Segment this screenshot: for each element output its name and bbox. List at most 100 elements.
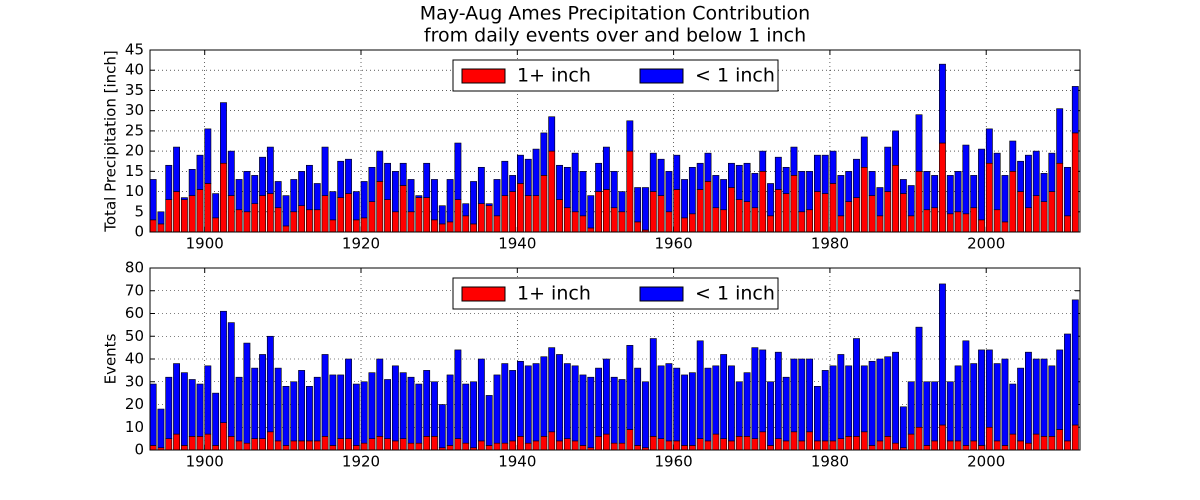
bar-segment	[493, 179, 501, 217]
bar-segment	[720, 209, 728, 233]
bar-segment	[782, 166, 790, 194]
bar-segment	[360, 181, 368, 219]
bar-segment	[1048, 152, 1056, 192]
bar-segment	[329, 191, 337, 221]
bar-segment	[868, 195, 876, 233]
bar-segment	[884, 436, 892, 451]
bar-segment	[345, 358, 352, 439]
bar-segment	[939, 142, 946, 233]
bar-segment	[509, 191, 517, 233]
bar-segment	[853, 158, 860, 198]
bar-segment	[978, 445, 985, 451]
bar-segment	[399, 438, 407, 451]
bar-segment	[735, 199, 743, 233]
bar-segment	[735, 381, 743, 437]
bar-segment	[563, 438, 571, 451]
bar-segment	[438, 223, 446, 233]
bar-segment	[337, 197, 345, 233]
bar-segment	[774, 438, 782, 451]
bar-segment	[720, 354, 728, 439]
bar-segment	[1017, 367, 1025, 442]
bar-segment	[1032, 150, 1040, 196]
bar-segment	[915, 326, 923, 428]
bar-segment	[907, 185, 915, 217]
bar-segment	[1017, 160, 1025, 192]
bar-segment	[829, 365, 837, 442]
bar-segment	[626, 345, 634, 430]
bar-segment	[149, 219, 157, 233]
bar-segment	[1024, 154, 1032, 209]
bar-segment	[556, 440, 563, 451]
x-tick-label: 1980	[811, 235, 849, 253]
bar-segment	[618, 379, 626, 444]
bar-segment	[1001, 221, 1009, 233]
bar-segment	[892, 130, 899, 166]
bar-segment	[462, 383, 470, 444]
legend-frame	[452, 59, 779, 92]
bar-segment	[212, 217, 220, 233]
y-tick-label: 60	[125, 304, 144, 322]
bar-segment	[501, 160, 509, 196]
bar-segment	[446, 221, 454, 233]
bar-segment	[868, 445, 876, 451]
y-tick-label: 40	[125, 350, 144, 368]
bar-segment	[1056, 108, 1064, 164]
bar-segment	[509, 175, 517, 192]
bar-segment	[1064, 440, 1071, 451]
bar-segment	[626, 150, 634, 233]
bar-segment	[360, 217, 368, 233]
x-tick-label: 2000	[967, 453, 1005, 471]
bar-segment	[556, 354, 563, 442]
bar-segment	[266, 146, 274, 194]
bar-segment	[290, 211, 298, 233]
bar-segment	[696, 438, 704, 451]
y-tick-label: 0	[134, 223, 144, 241]
bar-segment	[712, 207, 720, 233]
bar-segment	[470, 181, 477, 225]
bar-segment	[1001, 358, 1009, 446]
bar-segment	[290, 440, 298, 451]
bar-segment	[688, 166, 696, 215]
bar-segment	[517, 183, 524, 233]
bar-segment	[501, 195, 509, 233]
bar-segment	[259, 156, 266, 196]
bar-segment	[1064, 333, 1071, 442]
bar-segment	[485, 445, 493, 451]
bar-segment	[657, 158, 665, 196]
bar-segment	[993, 152, 1001, 211]
bar-segment	[845, 201, 853, 233]
bar-segment	[845, 365, 853, 437]
bar-segment	[720, 179, 728, 211]
bar-segment	[360, 381, 368, 444]
bar-segment	[798, 211, 806, 233]
bar-segment	[806, 209, 814, 233]
bar-segment	[298, 171, 306, 207]
bar-segment	[1071, 86, 1079, 134]
bar-segment	[345, 438, 352, 451]
y-axis-label: Total Precipitation [inch]	[102, 50, 120, 232]
bar-segment	[274, 207, 282, 233]
bar-segment	[649, 152, 657, 192]
bar-segment	[423, 370, 431, 437]
bar-segment	[845, 436, 853, 451]
axes-frame	[149, 49, 1081, 233]
bar-segment	[1024, 442, 1032, 451]
bar-segment	[477, 358, 485, 442]
bar-segment	[696, 340, 704, 439]
bar-segment	[462, 203, 470, 217]
bar-segment	[829, 150, 837, 184]
bar-segment	[376, 181, 384, 233]
bar-segment	[517, 436, 524, 451]
bar-segment	[579, 445, 587, 451]
bar-segment	[571, 211, 579, 233]
bar-segment	[259, 354, 266, 439]
bar-segment	[681, 217, 688, 233]
bar-segment	[939, 424, 946, 451]
bar-segment	[204, 433, 212, 451]
bar-segment	[446, 179, 454, 223]
bar-segment	[282, 195, 290, 227]
bar-segment	[1064, 166, 1071, 217]
bar-segment	[563, 363, 571, 439]
bar-segment	[313, 440, 321, 451]
bar-segment	[806, 431, 814, 451]
